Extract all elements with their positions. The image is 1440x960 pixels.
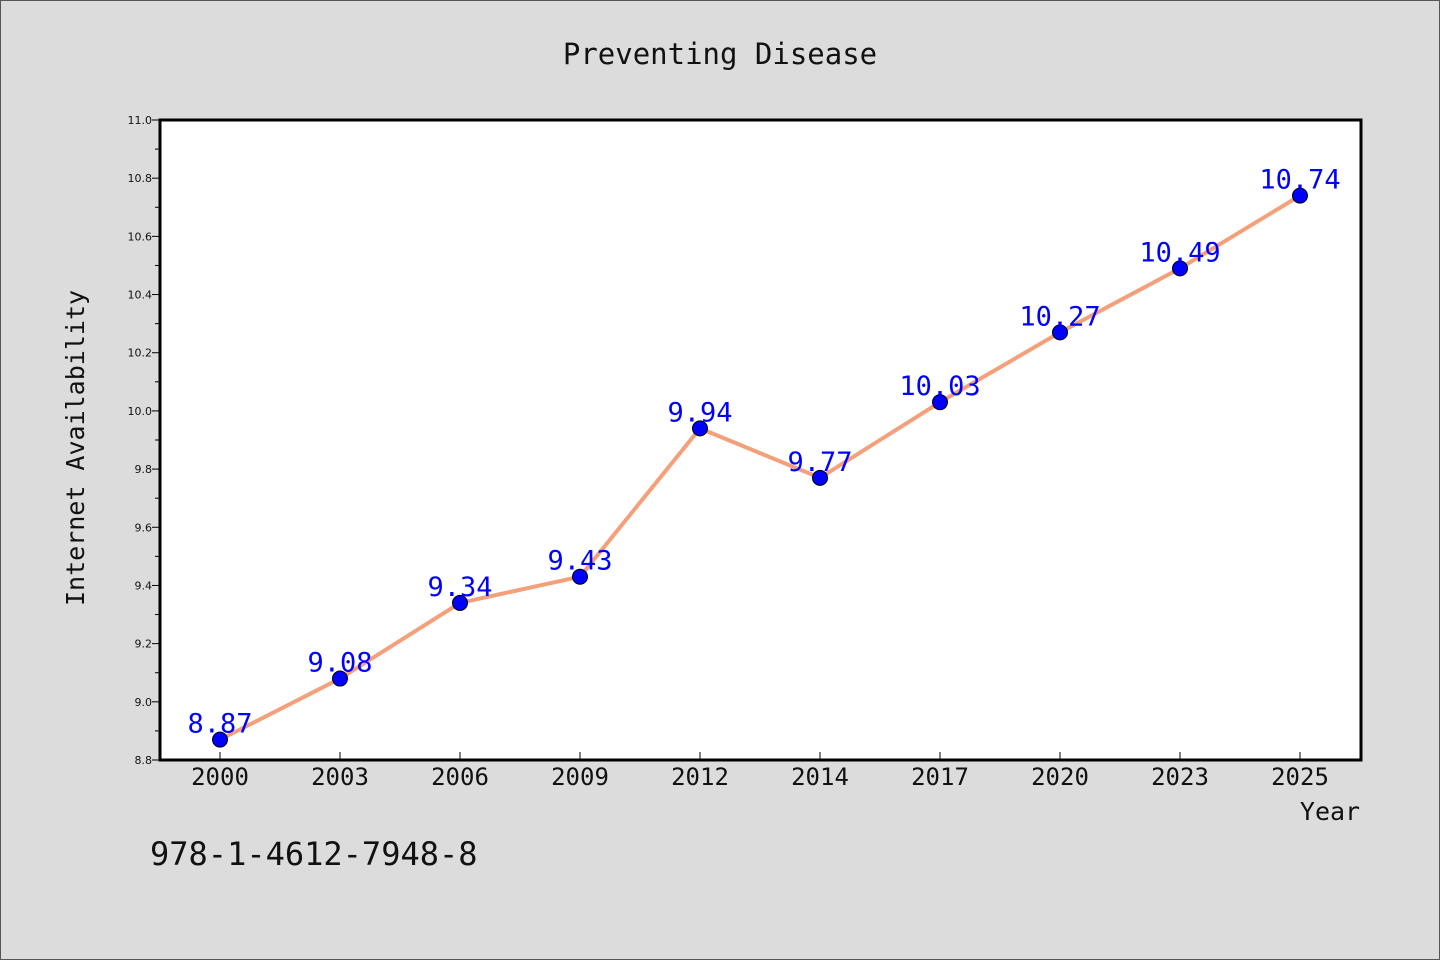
data-label: 10.27 (1019, 301, 1100, 332)
data-point (1172, 260, 1188, 277)
data-label: 9.77 (787, 447, 852, 478)
data-point (692, 420, 708, 437)
x-tick-label: 2023 (1151, 763, 1209, 791)
series-markers (212, 187, 1308, 748)
x-tick-label: 2017 (911, 763, 969, 791)
isbn-text: 978-1-4612-7948-8 (150, 835, 478, 873)
series-line (219, 193, 1302, 742)
y-tick-label: 9.0 (135, 696, 153, 709)
y-tick-label: 9.8 (135, 463, 153, 476)
y-tick-label: 10.2 (128, 347, 153, 360)
data-point (572, 568, 588, 585)
y-axis-label: Internet Availability (61, 290, 90, 606)
data-label: 9.08 (307, 648, 372, 679)
y-tick-label: 10.4 (128, 289, 153, 302)
x-tick-label: 2012 (671, 763, 729, 791)
data-label: 9.43 (547, 546, 612, 577)
data-label: 8.87 (187, 709, 252, 740)
data-point (212, 731, 228, 748)
x-tick-label: 2025 (1271, 763, 1329, 791)
plot-area (158, 118, 1363, 762)
y-tick-label: 8.8 (135, 754, 153, 767)
data-point (1292, 187, 1308, 204)
x-tick-label: 2000 (191, 763, 249, 791)
data-label: 9.34 (427, 572, 492, 603)
x-tick-label: 2014 (791, 763, 849, 791)
data-labels: 8.87 9.08 9.34 9.43 9.94 9.77 10.03 10.27 10.49 1… (187, 165, 1340, 740)
y-tick-label: 11.0 (128, 114, 153, 127)
y-tick-label: 9.4 (135, 579, 153, 592)
data-label: 10.03 (899, 371, 980, 402)
x-tick-label: 2009 (551, 763, 609, 791)
y-tick-label: 10.6 (128, 230, 153, 243)
data-point (332, 670, 348, 687)
y-tick-label: 9.6 (135, 521, 153, 534)
data-label: 10.74 (1259, 165, 1340, 196)
data-point (812, 469, 828, 486)
x-tick-label: 2020 (1031, 763, 1089, 791)
y-tick-label: 9.2 (135, 638, 153, 651)
data-label: 10.49 (1139, 237, 1220, 268)
data-point (1052, 324, 1068, 341)
y-tick-label: 10.0 (128, 405, 153, 418)
chart-title: Preventing Disease (563, 37, 877, 71)
data-label: 9.94 (667, 397, 732, 428)
y-tick-label: 10.8 (128, 172, 153, 185)
x-axis-label: Year (1300, 797, 1360, 826)
data-point (932, 394, 948, 411)
y-axis: 8.8 9.0 9.2 9.4 9.6 9.8 10.0 10.2 10.4 10.6 10.8 11… (128, 114, 160, 767)
x-axis: 2000 2003 2006 2009 2012 2014 2017 2020 2023 2025 (191, 752, 1329, 791)
data-point (452, 594, 468, 611)
x-tick-label: 2006 (431, 763, 489, 791)
x-tick-label: 2003 (311, 763, 369, 791)
